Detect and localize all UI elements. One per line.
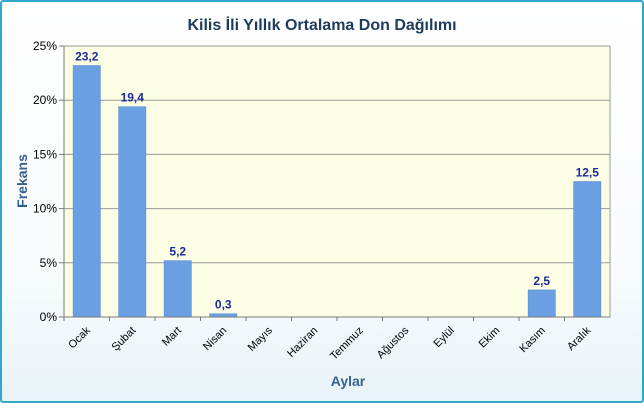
x-tick-label: Haziran (285, 325, 320, 360)
data-label: 2,5 (533, 274, 550, 288)
x-tick-label: Kasım (517, 325, 548, 356)
x-tick-label: Ekim (477, 325, 503, 351)
x-tick-label: Ağustos (375, 324, 412, 361)
data-label: 0,3 (215, 298, 232, 312)
y-axis-ticks: 0% 5% 10% 15% 20% 25% (33, 39, 65, 324)
y-tick-label: 10% (33, 202, 57, 216)
x-tick-label: Aralık (565, 324, 594, 353)
x-axis-ticks: Ocak Şubat Mart Nisan Mayıs Haziran Temmuz Ağus… (63, 316, 610, 363)
bar (72, 65, 101, 318)
x-tick-label: Ocak (66, 324, 93, 351)
data-labels: 23,2 19,4 5,2 0,3 2,5 12,5 (75, 50, 599, 312)
y-tick-label: 0% (40, 310, 58, 324)
x-tick-label: Şubat (110, 325, 139, 354)
data-label: 23,2 (75, 50, 99, 64)
bars (72, 65, 602, 318)
x-tick-label: Nisan (201, 325, 229, 353)
data-label: 19,4 (121, 91, 145, 105)
x-tick-label: Mayıs (246, 324, 276, 354)
y-axis-title: Frekans (14, 154, 30, 208)
x-axis-title: Aylar (331, 373, 366, 389)
gridlines (64, 45, 610, 264)
chart-title: Kilis İli Yıllık Ortalama Don Dağılımı (187, 16, 456, 34)
x-tick-label: Eylül (432, 325, 457, 350)
data-label: 5,2 (169, 245, 186, 259)
plot-area (63, 45, 611, 318)
bar (163, 260, 192, 318)
x-tick-label: Temmuz (328, 325, 366, 363)
y-tick-label: 5% (40, 256, 58, 270)
x-tick-label: Mart (160, 325, 184, 349)
bar (573, 181, 602, 318)
bar (527, 289, 556, 318)
y-tick-label: 15% (33, 147, 57, 161)
bar (118, 106, 147, 318)
data-label: 12,5 (576, 166, 600, 180)
y-tick-label: 20% (33, 93, 57, 107)
y-tick-label: 25% (33, 39, 57, 53)
